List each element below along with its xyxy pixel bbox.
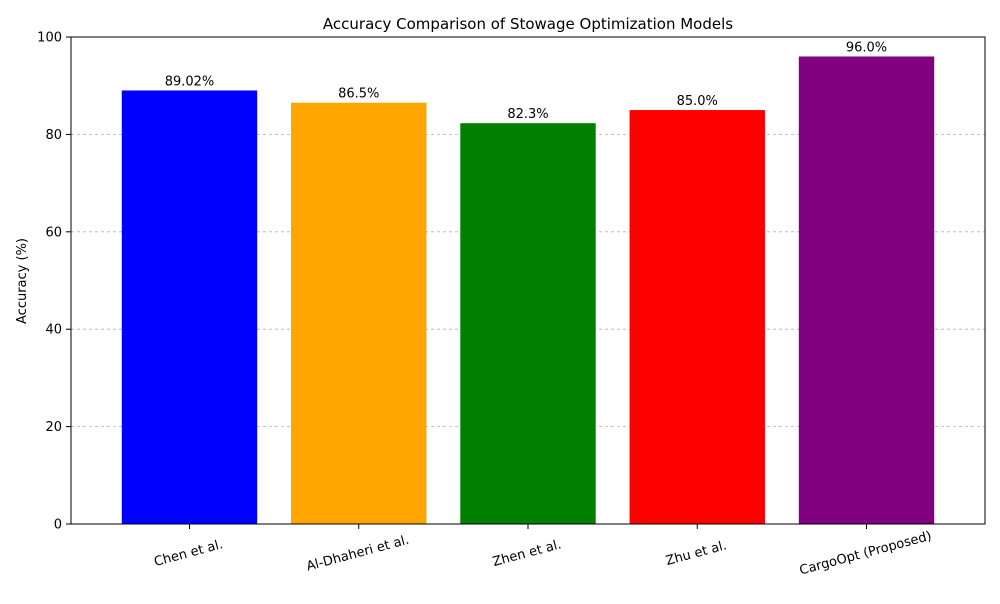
bar: [798, 56, 935, 524]
data-label: 85.0%: [677, 94, 718, 109]
data-labels: 89.02% 86.5% 82.3% 85.0% 96.0%: [165, 40, 887, 122]
bars: [121, 56, 935, 525]
y-tick-label: 80: [45, 128, 62, 143]
data-label: 82.3%: [507, 107, 548, 122]
data-label: 89.02%: [165, 74, 215, 89]
x-tick-label: Zhen et al.: [491, 537, 563, 570]
bar: [121, 90, 258, 525]
x-tick-label: Al-Dhaheri et al.: [305, 533, 411, 575]
y-tick-label: 0: [54, 518, 62, 533]
y-tick-label: 20: [45, 420, 62, 435]
bar: [291, 102, 427, 525]
data-label: 86.5%: [338, 87, 379, 102]
x-axis: Chen et al. Al-Dhaheri et al. Zhen et al. Z…: [153, 524, 933, 579]
y-axis: 0 20 40 60 80 100: [37, 31, 71, 533]
x-tick-label: Chen et al.: [153, 537, 225, 570]
y-tick-label: 40: [45, 323, 62, 338]
y-tick-label: 60: [45, 225, 62, 240]
bar: [460, 123, 596, 524]
x-tick-label: CargoOpt (Proposed): [798, 529, 933, 579]
y-axis-label: Accuracy (%): [15, 238, 30, 324]
plot-frame: [70, 36, 986, 525]
data-label: 96.0%: [846, 40, 887, 55]
bar: [629, 110, 765, 525]
x-tick-label: Zhu et al.: [664, 538, 728, 569]
chart-title: Accuracy Comparison of Stowage Optimizat…: [323, 15, 733, 33]
y-tick-label: 100: [37, 31, 62, 46]
